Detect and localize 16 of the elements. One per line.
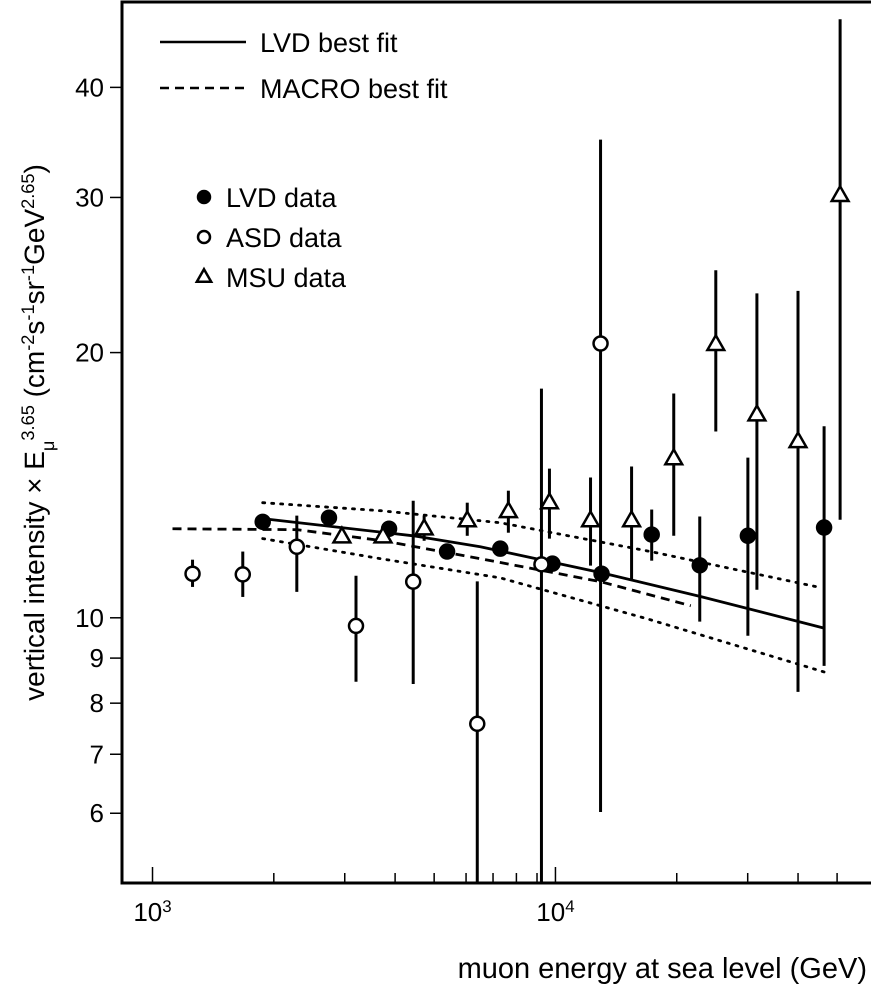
y-tick-label: 6	[90, 798, 104, 828]
y-tick-label: 20	[75, 338, 104, 368]
x-tick-label: 10$^{4}$	[536, 896, 575, 927]
legend-label: ASD data	[226, 223, 343, 253]
legend-label: MSU data	[226, 263, 348, 293]
legend-label: LVD data	[226, 183, 338, 213]
x-tick-label: 10$^{3}$	[133, 896, 172, 927]
x-axis-title: muon energy at sea level (GeV)	[458, 953, 867, 985]
y-tick-label: 40	[75, 72, 104, 102]
y-tick-label: 30	[75, 182, 104, 212]
legend-label: MACRO best fit	[260, 74, 448, 104]
y-tick-label: 10	[75, 602, 104, 633]
legend-label: LVD best fit	[260, 28, 398, 58]
y-tick-label: 8	[90, 688, 104, 718]
y-tick-label: 7	[90, 739, 104, 770]
y-tick-label: 9	[90, 643, 104, 674]
